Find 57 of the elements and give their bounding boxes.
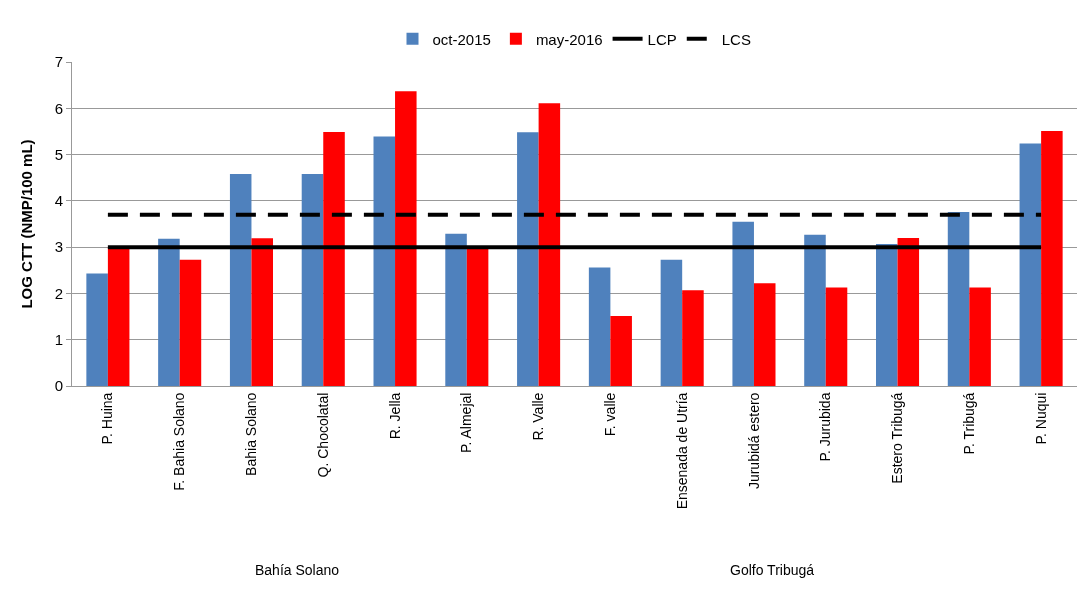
bar [538, 103, 561, 386]
y-tick-label: 2 [54, 284, 63, 302]
bar [86, 273, 108, 386]
x-tick-label: P. Jurubida [817, 392, 834, 462]
bar [947, 211, 970, 386]
bar [158, 238, 180, 386]
y-tick-label: 0 [54, 377, 63, 395]
bar [445, 233, 467, 386]
y-tick-label: 6 [54, 99, 63, 117]
text: Bahía Solano [255, 562, 340, 578]
bar [804, 234, 826, 386]
y-tick-label: 5 [54, 145, 63, 163]
bar [229, 174, 252, 386]
bar [301, 174, 324, 386]
bar [732, 221, 754, 386]
y-tick-label: 3 [54, 238, 63, 256]
bar [876, 243, 898, 386]
bar [179, 259, 202, 386]
y-tick-label: 1 [54, 330, 63, 348]
legend-label: may-2016 [535, 30, 603, 48]
bar [323, 131, 345, 386]
bar [395, 91, 417, 386]
y-tick-label: 7 [54, 53, 63, 71]
bar [969, 287, 991, 386]
bar [107, 247, 130, 386]
bar [610, 316, 632, 386]
bar [753, 283, 776, 386]
x-tick-label: F. Bahia Solano [171, 392, 188, 491]
x-tick-label: P. Huina [99, 392, 116, 445]
bar [682, 290, 704, 386]
x-tick-label: P. Almejal [458, 392, 475, 454]
bar [373, 136, 396, 386]
legend-label: LCP [647, 30, 677, 48]
text: Golfo Tribugá [730, 562, 815, 578]
bar [251, 238, 273, 386]
x-tick-label: R. Jella [386, 392, 403, 440]
y-tick-label: 4 [54, 192, 63, 210]
legend-label: oct-2015 [432, 30, 491, 48]
bar [660, 259, 683, 386]
legend-label: LCS [721, 30, 751, 48]
bar [466, 248, 489, 386]
x-tick-label: Jurubidá estero [745, 392, 762, 490]
x-tick-label: R. Valle [530, 392, 547, 441]
y-axis-title: LOG CTT (NMP/100 mL) [18, 139, 35, 309]
x-tick-label: P. Tribugá [960, 392, 977, 455]
bar [588, 267, 611, 386]
x-tick-label: Estero Tribugá [889, 392, 906, 484]
bar [1019, 143, 1042, 386]
bar [517, 132, 539, 386]
bar [825, 287, 848, 386]
x-tick-label: Ensenada de Utría [673, 392, 690, 510]
x-tick-label: Bahia Solano [243, 392, 260, 476]
bar [1041, 130, 1063, 386]
x-tick-label: Q. Chocolatal [314, 392, 331, 478]
x-tick-label: P. Nuqui [1032, 392, 1049, 445]
bar [897, 237, 920, 386]
x-tick-label: F. valle [601, 392, 618, 437]
